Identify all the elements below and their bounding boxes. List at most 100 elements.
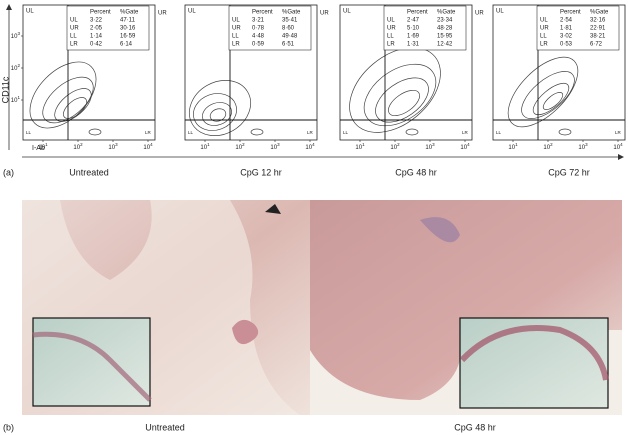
table-cell: 2·54 <box>560 18 573 24</box>
table-cell: UR <box>540 26 549 32</box>
quadrant-label: UR <box>158 11 167 17</box>
caption: CpG 12 hr <box>240 167 282 177</box>
contour <box>29 61 97 129</box>
tick-exponent: 2 <box>242 142 245 147</box>
table-cell: 8·60 <box>282 26 295 32</box>
tick-label: 103 <box>578 142 588 150</box>
contour <box>363 63 437 127</box>
table-cell: 15·95 <box>437 34 453 40</box>
tick-base: 10 <box>11 34 18 40</box>
tick-label: 101 <box>508 142 518 150</box>
tick-exponent: 3 <box>432 142 435 147</box>
tick-base: 10 <box>613 145 620 151</box>
table-header: Percent <box>252 10 273 16</box>
tick-base: 10 <box>38 145 45 151</box>
table-header: %Gate <box>120 10 139 16</box>
table-cell: UR <box>232 26 241 32</box>
quadrant-label: LR <box>145 130 152 135</box>
y-axis-label: CD11c <box>0 76 10 103</box>
tick-exponent: 2 <box>80 142 83 147</box>
table-cell: 3·02 <box>560 34 573 40</box>
table-header: %Gate <box>437 10 456 16</box>
tick-base: 10 <box>235 145 242 151</box>
tick-exponent: 3 <box>115 142 118 147</box>
stats-box <box>536 5 620 51</box>
contour <box>507 56 579 128</box>
panel-label: (b) <box>3 422 14 432</box>
table-cell: 6·14 <box>120 42 133 48</box>
plot-frame <box>22 4 156 141</box>
contour <box>202 102 232 126</box>
inset-tissue <box>459 325 609 381</box>
arrow-head <box>618 154 624 160</box>
tick-label: 103 <box>11 31 21 39</box>
table-cell: 2·47 <box>407 18 420 24</box>
tick-base: 10 <box>460 145 467 151</box>
contour <box>388 89 420 117</box>
tick-base: 10 <box>200 145 207 151</box>
tick-exponent: 1 <box>207 142 210 147</box>
contour <box>88 128 102 136</box>
table-cell: 32·16 <box>590 18 606 24</box>
tick-label: 102 <box>235 142 245 150</box>
table-cell: LL <box>540 34 547 40</box>
table-cell: 5·10 <box>407 26 420 32</box>
contour <box>405 128 419 136</box>
tick-base: 10 <box>73 145 80 151</box>
table-cell: LL <box>387 34 394 40</box>
tick-base: 10 <box>355 145 362 151</box>
table-cell: 38·21 <box>590 34 606 40</box>
tick-exponent: 1 <box>45 142 48 147</box>
quadrant-label: UL <box>343 9 351 15</box>
quadrant-label: LR <box>615 130 622 135</box>
table-cell: 16·59 <box>120 34 136 40</box>
panel-label: (a) <box>3 167 14 177</box>
table-cell: 1·31 <box>407 42 420 48</box>
contour <box>54 88 92 122</box>
table-cell: 6·72 <box>590 42 603 48</box>
inset-cpg48 <box>459 317 609 409</box>
quadrant-label: LR <box>462 130 469 135</box>
contour <box>250 128 264 136</box>
tick-label: 104 <box>305 142 315 150</box>
table-cell: LR <box>70 42 78 48</box>
contour <box>521 71 575 119</box>
table-cell: LL <box>70 34 77 40</box>
table-cell: LR <box>232 42 240 48</box>
contour <box>209 108 227 122</box>
tick-base: 10 <box>508 145 515 151</box>
quadrant-label: LL <box>188 130 194 135</box>
quadrant-label: UL <box>26 9 34 15</box>
contour <box>542 92 564 110</box>
tick-base: 10 <box>425 145 432 151</box>
table-cell: UL <box>70 18 78 24</box>
caption: CpG 48 hr <box>395 167 437 177</box>
table-cell: 47·11 <box>120 18 136 24</box>
table-cell: 49·48 <box>282 34 298 40</box>
arrow-head <box>6 4 12 10</box>
table-cell: 0·53 <box>560 42 573 48</box>
tick-exponent: 2 <box>550 142 553 147</box>
plot-frame <box>339 4 473 141</box>
tick-base: 10 <box>11 98 18 104</box>
tick-label: 102 <box>543 142 553 150</box>
table-cell: 0·59 <box>252 42 265 48</box>
contour <box>63 97 87 119</box>
tick-label: 103 <box>270 142 280 150</box>
contour <box>189 80 251 136</box>
caption: Untreated <box>69 167 109 177</box>
tick-exponent: 1 <box>362 142 365 147</box>
tick-label: 103 <box>425 142 435 150</box>
tick-base: 10 <box>143 145 150 151</box>
tick-label: 101 <box>11 95 21 103</box>
table-cell: LR <box>540 42 548 48</box>
tick-exponent: 4 <box>467 142 470 147</box>
tick-base: 10 <box>390 145 397 151</box>
contour <box>532 82 570 116</box>
plot-frame <box>184 4 318 141</box>
table-header: %Gate <box>590 10 609 16</box>
table-cell: 48·28 <box>437 26 453 32</box>
stats-box <box>383 5 467 51</box>
